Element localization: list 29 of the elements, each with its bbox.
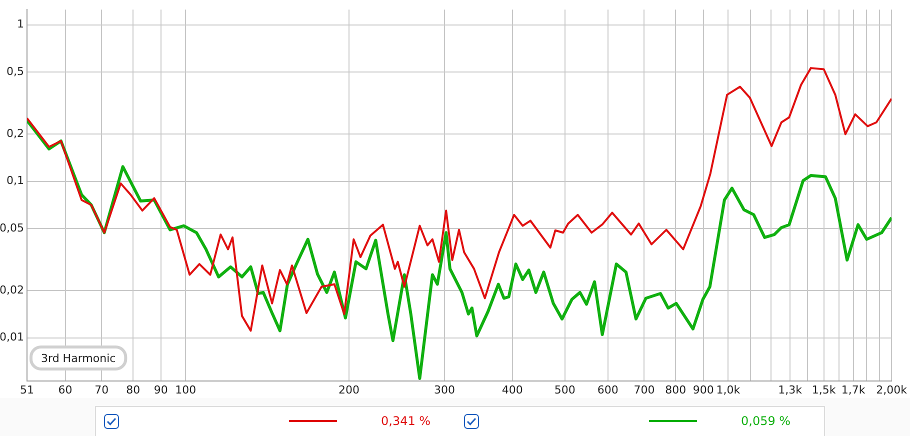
x-tick-label: 200 (338, 383, 360, 396)
x-tick-label: 70 (94, 383, 109, 396)
y-tick-label: 0,02 (0, 284, 24, 297)
y-tick-label: 0,05 (0, 221, 24, 234)
x-tick-label: 1,5k (812, 383, 836, 396)
y-tick-label: 0,1 (6, 174, 24, 188)
y-tick-label: 1 (17, 18, 24, 31)
x-tick-label: 90 (154, 383, 168, 396)
x-tick-label: 1,0k (716, 383, 741, 396)
x-tick-label: 60 (58, 383, 72, 396)
annotation: 3rd Harmonic (41, 352, 116, 365)
x-tick-label: 500 (554, 383, 576, 396)
x-tick-label: 100 (175, 383, 196, 396)
y-tick-label: 0,5 (6, 64, 24, 78)
text: 0,059 % (741, 414, 791, 428)
x-tick-label: 51 (20, 383, 34, 396)
x-tick-label: 1,3k (778, 383, 803, 396)
x-tick-label: 2,00k (876, 383, 908, 396)
x-tick-label: 900 (692, 383, 714, 396)
x-tick-label: 700 (634, 383, 655, 396)
x-tick-label: 600 (597, 383, 618, 396)
y-tick-label: 0,01 (0, 330, 24, 344)
x-tick-label: 400 (502, 383, 523, 396)
x-tick-label: 300 (434, 383, 456, 396)
x-tick-label: 800 (665, 383, 686, 396)
x-tick-label: 1,7k (841, 383, 866, 396)
y-tick-label: 0,2 (6, 127, 24, 140)
text: 0,341 % (381, 414, 431, 428)
x-tick-label: 80 (126, 383, 140, 396)
